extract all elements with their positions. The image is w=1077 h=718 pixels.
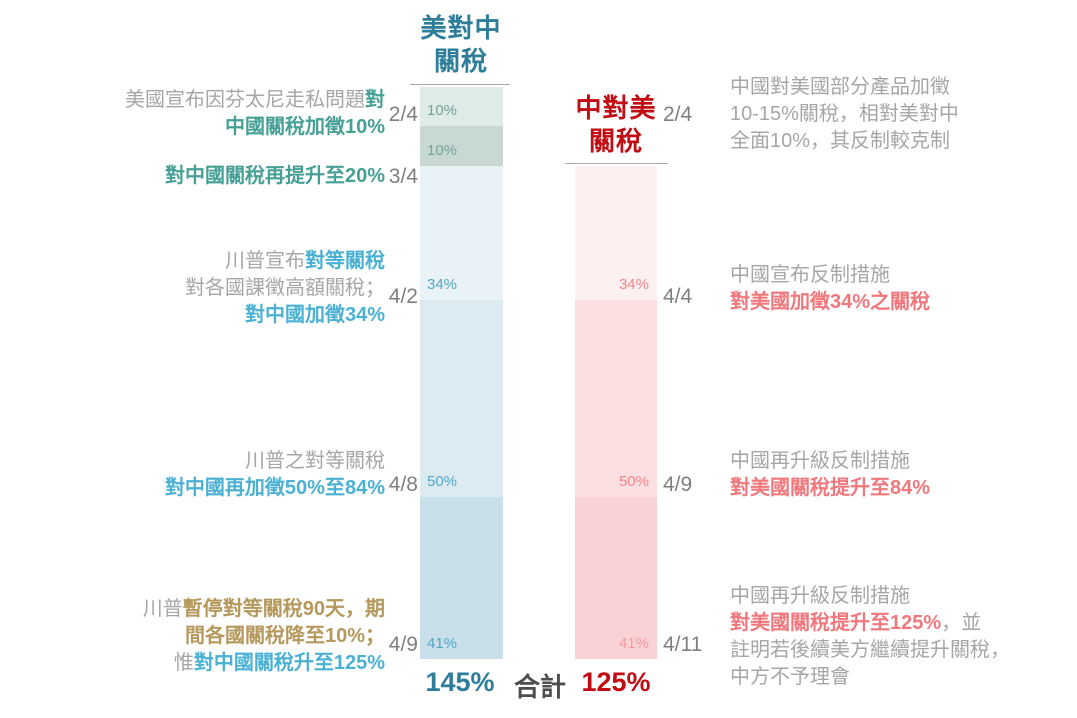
annotation-line: 10-15%關稅，相對美對中 [730, 101, 1075, 128]
annotation-text: 對 [365, 89, 385, 111]
date-us-4-9: 4/9 [388, 633, 418, 656]
event-us-4-9: 川普暫停對等關稅90天，期 間各國關稅降至10%； 惟對中國關稅升至125% [0, 596, 385, 677]
annotation-text: 對中國關稅再提升至20% [164, 165, 385, 187]
us-total: 145% [425, 667, 495, 697]
annotation-text: 中方不予理會 [730, 666, 850, 688]
annotation-line: 間各國關稅降至10%； [0, 623, 385, 650]
annotation-line: 川普宣布對等關稅 [0, 248, 385, 275]
annotation-line: 對美國關稅提升至84% [730, 475, 1075, 502]
annotation-line: 對中國關稅再提升至20% [0, 163, 385, 190]
annotation-text: 美國宣布因芬太尼走私問題 [125, 89, 365, 111]
us-column-rule [410, 84, 510, 85]
annotation-line: 中國再升級反制措施 [730, 448, 1075, 475]
annotation-text: 川普 [142, 598, 183, 620]
event-cn-2-4: 中國對美國部分產品加徵 10-15%關稅，相對美對中 全面10%，其反制較克制 [730, 74, 1075, 155]
us-column-header-line1: 美對中 [420, 13, 502, 43]
us-segment-label-2-4: 10% [427, 102, 458, 120]
cn-column-header: 中對美 關稅 [558, 92, 674, 158]
event-us-3-4: 對中國關稅再提升至20% [0, 163, 385, 190]
annotation-text: 對美國加徵34%之關稅 [730, 291, 931, 313]
annotation-line: 川普之對等關稅 [0, 448, 385, 475]
annotation-line: 中國再升級反制措施 [730, 583, 1075, 610]
us-segment-label-3-4: 10% [427, 141, 458, 159]
annotation-text: 中國宣布反制措施 [730, 264, 890, 286]
cn-column-header-line1: 中對美 [575, 93, 657, 123]
us-bar-segment-4-9: 41% [420, 497, 503, 659]
date-cn-4-11: 4/11 [663, 633, 703, 656]
total-label: 合計 [513, 672, 566, 702]
annotation-line: 中國對美國部分產品加徵 [730, 74, 1075, 101]
event-us-4-2: 川普宣布對等關稅 對各國課徵高額關稅； 對中國加徵34% [0, 248, 385, 329]
date-cn-2-4: 2/4 [663, 103, 693, 126]
annotation-text: 對等關稅 [305, 250, 385, 272]
event-us-2-4: 美國宣布因芬太尼走私問題對 中國關稅加徵10% [0, 87, 385, 141]
annotation-text: 對美國關稅提升至84% [730, 477, 931, 499]
annotation-line: 中國關稅加徵10% [0, 114, 385, 141]
annotation-text: 中國再升級反制措施 [730, 450, 910, 472]
annotation-line: 美國宣布因芬太尼走私問題對 [0, 87, 385, 114]
annotation-line: 對美國加徵34%之關稅 [730, 289, 1075, 316]
us-bar-segment-2-4: 10% [420, 87, 503, 127]
annotation-text: 10-15%關稅，相對美對中 [730, 103, 959, 125]
cn-segment-label-4-11: 41% [618, 634, 649, 652]
annotation-text: 中國再升級反制措施 [730, 585, 910, 607]
date-cn-4-4: 4/4 [663, 285, 693, 308]
annotation-text: 對中國再加徵50%至84% [164, 477, 385, 499]
annotation-text: 中國對美國部分產品加徵 [730, 76, 950, 98]
annotation-text: 對美國關稅提升至125% [730, 612, 942, 634]
annotation-line: 對中國加徵34% [0, 302, 385, 329]
date-us-4-8: 4/8 [388, 473, 418, 496]
annotation-text: 中國關稅加徵10% [224, 116, 385, 138]
annotation-line: 全面10%，其反制較克制 [730, 128, 1075, 155]
annotation-line: 註明若後續美方繼續提升關稅， [730, 637, 1075, 664]
annotation-line: 對美國關稅提升至125%，並 [730, 610, 1075, 637]
annotation-line: 對各國課徵高額關稅； [0, 275, 385, 302]
annotation-text: 對中國關稅升至125% [193, 652, 385, 674]
cn-bar-segment-4-9: 50% [575, 300, 657, 498]
annotation-text: 間各國關稅降至10%； [184, 625, 385, 647]
cn-column-header-line2: 關稅 [588, 126, 643, 156]
event-cn-4-4: 中國宣布反制措施 對美國加徵34%之關稅 [730, 262, 1075, 316]
annotation-text: 註明若後續美方繼續提升關稅， [730, 639, 1010, 661]
us-segment-label-4-2: 34% [427, 275, 458, 293]
cn-segment-label-4-9: 50% [618, 473, 649, 491]
annotation-line: 惟對中國關稅升至125% [0, 650, 385, 677]
annotation-text: 暫停對等關稅90天，期 [182, 598, 385, 620]
us-bar-segment-4-8: 50% [420, 299, 503, 498]
date-us-3-4: 3/4 [388, 165, 418, 188]
cn-column-rule [565, 163, 668, 164]
event-us-4-8: 川普之對等關稅 對中國再加徵50%至84% [0, 448, 385, 502]
us-bar-segment-4-2: 34% [420, 165, 503, 300]
us-column-header: 美對中 關稅 [400, 12, 522, 78]
cn-tariff-bar: 34% 50% 41% [575, 166, 657, 659]
annotation-line: 對中國再加徵50%至84% [0, 475, 385, 502]
annotation-line: 中方不予理會 [730, 664, 1075, 691]
cn-bar-segment-4-11: 41% [575, 497, 657, 659]
annotation-text: 川普之對等關稅 [245, 450, 385, 472]
annotation-line: 川普暫停對等關稅90天，期 [0, 596, 385, 623]
date-us-4-2: 4/2 [388, 285, 418, 308]
event-cn-4-11: 中國再升級反制措施 對美國關稅提升至125%，並 註明若後續美方繼續提升關稅， … [730, 583, 1075, 691]
annotation-text: 全面10%，其反制較克制 [730, 130, 951, 152]
annotation-text: 對中國加徵34% [244, 304, 385, 326]
event-cn-4-9: 中國再升級反制措施 對美國關稅提升至84% [730, 448, 1075, 502]
us-segment-label-4-9: 41% [427, 634, 458, 652]
annotation-text: ，並 [941, 612, 982, 634]
annotation-text: 惟 [173, 652, 194, 674]
us-tariff-bar: 10% 10% 34% 50% 41% [420, 87, 503, 659]
cn-segment-label-4-4: 34% [618, 276, 649, 294]
annotation-text: 對各國課徵高額關稅； [185, 277, 385, 299]
us-segment-label-4-8: 50% [427, 473, 458, 491]
cn-total: 125% [581, 667, 651, 697]
cn-bar-segment-4-4: 34% [575, 166, 657, 301]
us-bar-segment-3-4: 10% [420, 126, 503, 166]
date-us-2-4: 2/4 [388, 103, 418, 126]
date-cn-4-9: 4/9 [663, 473, 693, 496]
annotation-line: 中國宣布反制措施 [730, 262, 1075, 289]
us-column-header-line2: 關稅 [433, 46, 488, 76]
annotation-text: 川普宣布 [225, 250, 305, 272]
